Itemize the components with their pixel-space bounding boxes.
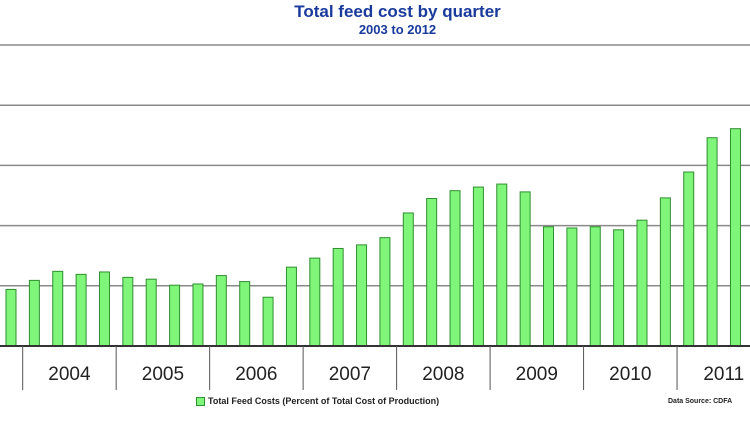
- bar: [659, 197, 671, 347]
- bar: [613, 229, 625, 347]
- bar: [145, 278, 157, 347]
- x-tick-label: 2004: [48, 364, 91, 385]
- bar: [52, 270, 64, 347]
- bar: [285, 266, 297, 347]
- bar: [566, 227, 578, 347]
- bar: [706, 137, 718, 347]
- bar: [356, 244, 368, 347]
- bar: [262, 296, 274, 347]
- x-tick-label: 2006: [235, 364, 277, 385]
- bar: [332, 247, 344, 347]
- bar: [239, 281, 251, 347]
- bar: [98, 271, 110, 347]
- legend: Total Feed Costs (Percent of Total Cost …: [196, 396, 439, 406]
- x-tick-label: 2008: [422, 364, 464, 385]
- bar: [472, 186, 484, 347]
- legend-label: Total Feed Costs (Percent of Total Cost …: [208, 396, 440, 406]
- bar: [543, 226, 555, 347]
- x-tick-label: 2010: [609, 364, 651, 385]
- data-source-note: Data Source: CDFA: [668, 398, 733, 405]
- bar: [402, 212, 414, 347]
- x-tick-label: 2011: [703, 364, 744, 385]
- chart-subtitle: 2003 to 2012: [358, 22, 437, 37]
- legend-swatch: [196, 396, 205, 406]
- bar: [75, 273, 87, 347]
- bar: [636, 219, 648, 347]
- bar: [449, 190, 461, 347]
- bar: [28, 279, 40, 347]
- x-tick-label: 2005: [142, 364, 184, 385]
- bar: [426, 198, 438, 347]
- bar: [169, 284, 181, 347]
- bar: [379, 237, 391, 347]
- x-tick-label: 2009: [516, 364, 558, 385]
- bar: [496, 183, 508, 347]
- bar: [683, 171, 695, 347]
- bar: [122, 276, 134, 347]
- bar: [729, 128, 741, 347]
- bar: [519, 191, 531, 347]
- bar: [5, 288, 17, 347]
- bar: [309, 257, 321, 347]
- bar: [215, 275, 227, 347]
- x-tick-label: 2007: [329, 364, 371, 385]
- bar: [589, 226, 601, 347]
- chart-title: Total feed cost by quarter: [294, 2, 501, 21]
- bar: [192, 283, 204, 347]
